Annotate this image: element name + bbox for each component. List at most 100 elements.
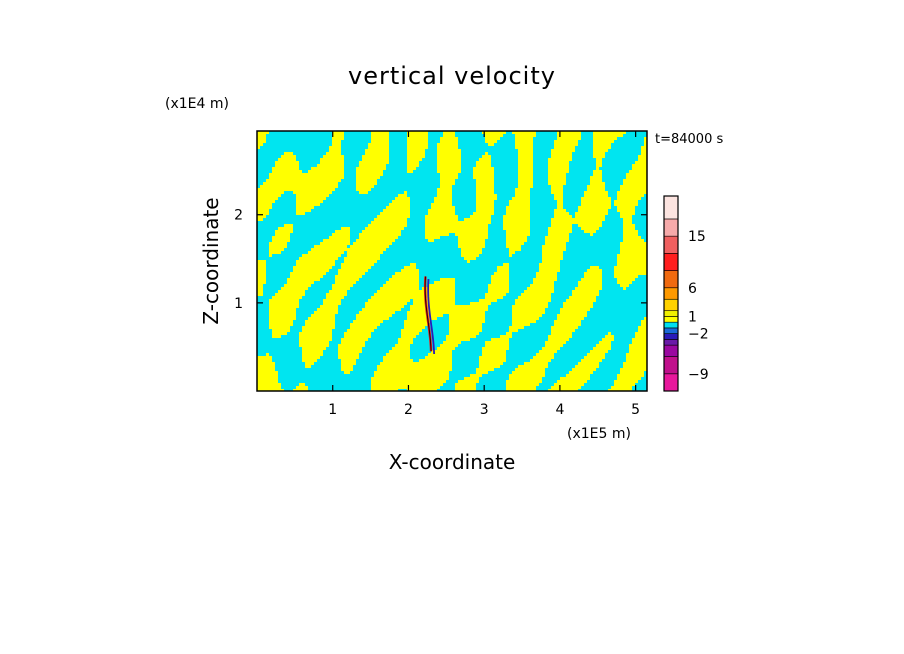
field-cell-360 [464,257,476,260]
field-cell-665 [371,377,449,380]
field-cell-393 [290,272,326,275]
field-cell-205 [434,197,452,200]
field-cell-151 [266,179,341,182]
field-cell-276 [284,224,293,227]
field-cell-93 [596,158,602,161]
field-cell-387 [401,269,419,272]
field-cell-634 [578,362,599,365]
colorbar-band-5 [663,327,679,334]
field-cell-682 [614,383,635,386]
field-cell-532 [509,326,524,329]
field-cell-111 [518,164,533,167]
field-cell-441 [527,287,554,290]
field-cell-55 [593,146,611,149]
field-cell-350 [620,251,647,254]
field-cell-97 [359,161,389,164]
field-cell-403 [392,275,419,278]
x-axis: 1 2 3 4 5 [328,131,640,418]
field-cell-59 [407,149,425,152]
colorbar-band-4 [663,333,679,340]
field-cell-345 [308,251,344,254]
field-cell-229 [257,206,272,209]
field-cell-302 [425,233,449,236]
field-cell-486 [362,308,401,311]
field-cell-609 [626,353,647,356]
field-cell-456 [521,293,551,296]
field-cell-485 [317,308,338,311]
field-cell-90 [479,158,491,161]
field-cell-178 [476,188,494,191]
field-cell-174 [620,185,647,188]
field-cell-168 [356,185,374,188]
field-cell-131 [518,170,533,173]
field-cell-376 [257,266,266,269]
field-cell-121 [518,167,533,170]
field-cell-400 [257,275,266,278]
field-cell-108 [407,164,419,167]
field-cell-21 [407,137,428,140]
field-cell-469 [515,299,551,302]
colorbar-band-9 [663,298,679,312]
field-cell-626 [581,359,602,362]
field-cell-625 [530,359,551,362]
field-cell-289 [581,227,599,230]
field-cell-265 [374,218,407,221]
field-cell-77 [362,155,389,158]
field-cell-5 [482,131,506,134]
field-cell-66 [326,152,341,155]
field-cell-471 [269,302,299,305]
field-cell-643 [623,365,647,368]
field-cell-58 [365,149,389,152]
field-cell-123 [596,167,599,170]
field-cell-371 [341,263,374,266]
field-cell-333 [350,245,389,248]
field-cell-567 [602,338,614,341]
field-cell-689 [611,386,632,389]
field-cell-115 [272,167,299,170]
field-cell-120 [473,167,494,170]
field-cell-686 [455,386,476,389]
field-cell-29 [332,140,341,143]
field-cell-330 [620,242,647,245]
field-cell-576 [632,341,647,344]
field-cell-275 [623,221,632,224]
field-cell-312 [458,236,488,239]
field-cell-611 [302,356,320,359]
field-cell-568 [632,338,647,341]
field-cell-95 [275,161,299,164]
field-cell-518 [641,320,647,323]
field-cell-685 [371,386,440,389]
field-cell-539 [449,329,482,332]
field-cell-217 [557,200,563,203]
field-cell-170 [476,185,494,188]
field-cell-143 [269,176,344,179]
field-cell-279 [503,224,530,227]
field-cell-256 [257,215,266,218]
field-cell-633 [524,362,548,365]
field-cell-56 [641,146,647,149]
field-cell-247 [257,212,269,215]
field-cell-155 [518,179,533,182]
field-cell-88 [407,158,422,161]
field-cell-26 [593,137,617,140]
field-cell-584 [629,344,647,347]
field-cell-306 [590,233,593,236]
field-cell-489 [560,308,590,311]
field-cell-630 [341,362,356,365]
field-cell-365 [344,260,377,263]
field-cell-491 [314,311,338,314]
field-cell-117 [356,167,386,170]
field-cell-606 [482,353,506,356]
field-cell-8 [593,131,626,134]
field-cell-425 [617,281,632,284]
core-downdraft [427,279,436,355]
field-cell-24 [515,137,533,140]
field-cell-52 [437,146,458,149]
field-cell-440 [488,287,509,290]
field-cell-527 [269,326,290,329]
field-cell-538 [401,329,422,332]
field-cell-379 [404,266,416,269]
field-cell-513 [353,320,383,323]
field-cell-359 [344,257,380,260]
field-cell-681 [554,383,584,386]
